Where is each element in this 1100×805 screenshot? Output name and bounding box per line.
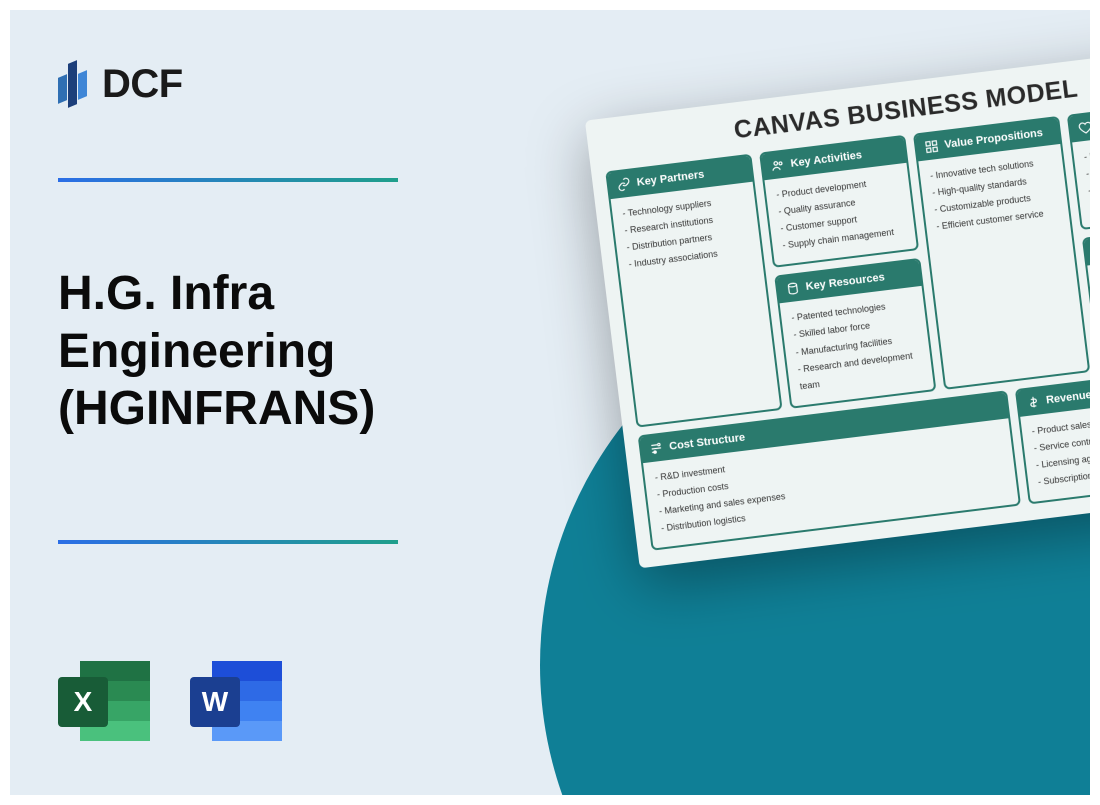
page-title: H.G. Infra Engineering (HGINFRANS) [58, 265, 375, 438]
logo-text: DCF [102, 62, 183, 107]
block-key-resources: Key Resources Patented technologies Skil… [774, 258, 936, 408]
heart-icon [1078, 120, 1090, 136]
app-icons: X W [58, 655, 282, 747]
link-icon [616, 177, 632, 193]
sliders-icon [649, 440, 665, 456]
excel-icon: X [58, 655, 150, 747]
promo-card: DCF H.G. Infra Engineering (HGINFRANS) X… [10, 10, 1090, 795]
divider-bottom [58, 540, 398, 544]
block-value-propositions: Value Propositions Innovative tech solut… [913, 116, 1090, 390]
divider-top [58, 178, 398, 182]
dollar-icon [1025, 394, 1041, 410]
word-icon: W [190, 655, 282, 747]
users-icon [770, 158, 786, 174]
block-key-activities: Key Activities Product development Quali… [759, 135, 919, 268]
block-key-partners: Key Partners Technology suppliers Resear… [605, 154, 782, 428]
brand-logo: DCF [58, 58, 183, 110]
database-icon [785, 281, 801, 297]
block-revenue-streams: Revenue S Product sales Service contract… [1015, 361, 1090, 505]
logo-mark-icon [58, 58, 92, 110]
canvas-preview: CANVAS BUSINESS MODEL Key Partners Techn… [585, 43, 1090, 569]
grid-icon [924, 139, 940, 155]
